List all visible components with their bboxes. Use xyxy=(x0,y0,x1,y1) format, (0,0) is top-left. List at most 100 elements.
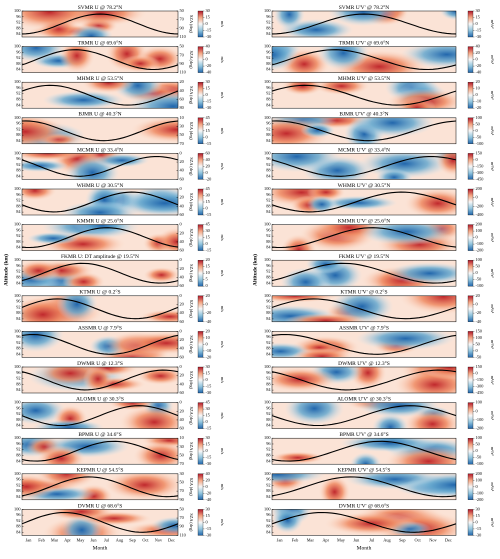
colorbar-tick-label: 100 xyxy=(476,435,482,440)
field-blob xyxy=(22,46,66,63)
colorbar-tick-label: 15 xyxy=(476,14,480,19)
sza-curve xyxy=(272,13,456,35)
field xyxy=(22,402,178,429)
colorbar-tick-label: -50 xyxy=(476,277,482,282)
y-tick-label: 88 xyxy=(266,346,270,351)
y-tick-label: 84 xyxy=(266,529,271,534)
colorbar-tick-label: 60 xyxy=(206,150,210,155)
sza-curve xyxy=(272,333,456,355)
plot-frame xyxy=(271,437,457,465)
field xyxy=(22,295,178,322)
colorbar-tick-label: 20 xyxy=(206,50,210,55)
colorbar-tick-label: -30 xyxy=(206,532,212,537)
field-blob xyxy=(272,451,325,464)
colorbar-tick-label: -10 xyxy=(206,348,212,353)
y2-tick-label: 60 xyxy=(180,354,184,359)
colorbar-tick-label: 30 xyxy=(206,406,210,411)
colorbar-unit: m²/s² xyxy=(490,198,495,207)
colorbar-tick-label: 0 xyxy=(206,419,208,424)
colorbar-tick-label: -200 xyxy=(476,248,484,253)
colorbar-tick-label: -100 xyxy=(476,141,484,146)
field-blob xyxy=(22,117,70,144)
colorbar-tick-label: -50 xyxy=(476,455,482,460)
colorbar-tick-label: 30 xyxy=(206,364,210,369)
y-tick-label: 92 xyxy=(266,162,270,167)
y-tick-label: 88 xyxy=(16,239,20,244)
colorbar-tick-label: 20 xyxy=(476,79,480,84)
colorbar-tick-label: -15 xyxy=(206,383,212,388)
y2-tick-label: 90 xyxy=(180,497,184,502)
y-tick-label: 92 xyxy=(266,304,270,309)
y2-tick-label: 70 xyxy=(180,515,184,520)
y-tick-label: 84 xyxy=(266,173,271,178)
x-tick-label: Sep xyxy=(129,537,135,542)
colorbar-tick-label: 50 xyxy=(476,442,480,447)
y-tick-label: 84 xyxy=(16,351,21,356)
colorbar-tick-label: -200 xyxy=(476,426,484,431)
x-tick-label: Aug xyxy=(116,537,124,542)
field-blob xyxy=(272,473,326,484)
y2-tick-label: 50 xyxy=(180,506,184,511)
panel-title: ALOMR U @ 30.3°S xyxy=(76,395,124,402)
colorbar-tick-label: -30 xyxy=(476,34,482,39)
field-blob xyxy=(375,168,413,180)
y-tick-label: 100 xyxy=(14,435,20,440)
field xyxy=(272,117,456,144)
colorbar-tick-label: 30 xyxy=(206,192,210,197)
field xyxy=(272,224,456,251)
y-tick-label: 88 xyxy=(266,97,270,102)
y-tick-label: 88 xyxy=(16,453,20,458)
colorbar-tick-label: -40 xyxy=(206,70,212,75)
y2-tick-label: 0 xyxy=(180,400,182,405)
plot-frame xyxy=(271,117,457,145)
plot-frame xyxy=(21,46,179,73)
x-axis-label: Month xyxy=(93,546,108,552)
colorbar-tick-label: 0 xyxy=(206,283,208,288)
y2-tick-label: 20 xyxy=(180,79,184,84)
colorbar-tick-label: 15 xyxy=(206,128,210,133)
colorbar-tick-label: 150 xyxy=(476,364,482,369)
colorbar-tick-label: -200 xyxy=(476,497,484,502)
plot-frame xyxy=(271,224,457,251)
y-tick-label: 88 xyxy=(16,25,20,30)
colorbar-tick-label: 0 xyxy=(476,235,478,240)
colorbar-tick-label: 0 xyxy=(476,92,478,97)
x-tick-label: May xyxy=(337,537,346,542)
y-tick-label: 100 xyxy=(14,293,20,298)
y2-tick-label: 40 xyxy=(180,346,184,351)
colorbar-tick-label: 45 xyxy=(206,222,210,227)
y-tick-label: 84 xyxy=(266,316,271,321)
colorbar-tick-label: -15 xyxy=(206,27,212,32)
x-tick-label: Aug xyxy=(383,537,391,542)
y-tick-label: 88 xyxy=(266,25,270,30)
y2-tick-label: 10 xyxy=(180,435,184,440)
field-blob xyxy=(42,90,125,109)
y2-tick-label: 90 xyxy=(180,524,184,529)
colorbar-tick-label: 0 xyxy=(206,170,208,175)
colorbar-tick-label: -30 xyxy=(206,461,212,466)
y2-tick-label: 20 xyxy=(180,337,184,342)
colorbar-tick-label: 0 xyxy=(206,134,208,139)
y-tick-label: 100 xyxy=(264,435,270,440)
y-tick-label: 92 xyxy=(16,518,20,523)
sza-curve xyxy=(272,511,456,533)
panel-title: KEPMR U'V' @ 54.5°S xyxy=(338,467,391,474)
field xyxy=(22,473,178,500)
panel-title: MHMR U @ 53.5°N xyxy=(77,75,123,82)
colorbar-unit: m/s xyxy=(220,21,225,28)
field-blob xyxy=(56,295,98,322)
y-tick-label: 96 xyxy=(266,227,271,232)
panel-title: DVMR U'V' @ 68.6°S xyxy=(339,502,390,509)
y2-tick-label: 60 xyxy=(180,319,184,324)
colorbar-tick-label: -30 xyxy=(206,390,212,395)
y-tick-label: 84 xyxy=(16,387,21,392)
y2-tick-label: 60 xyxy=(180,176,184,181)
colorbar-tick-label: 0 xyxy=(206,341,208,346)
colorbar-tick-label: -20 xyxy=(206,63,212,68)
colorbar-tick-label: -100 xyxy=(476,490,484,495)
colorbar-tick-label: -30 xyxy=(476,532,482,537)
sza-curve xyxy=(22,476,178,498)
sza-curve xyxy=(272,49,456,71)
colorbar-unit: m²/s² xyxy=(490,340,495,349)
field-blob xyxy=(350,452,382,465)
